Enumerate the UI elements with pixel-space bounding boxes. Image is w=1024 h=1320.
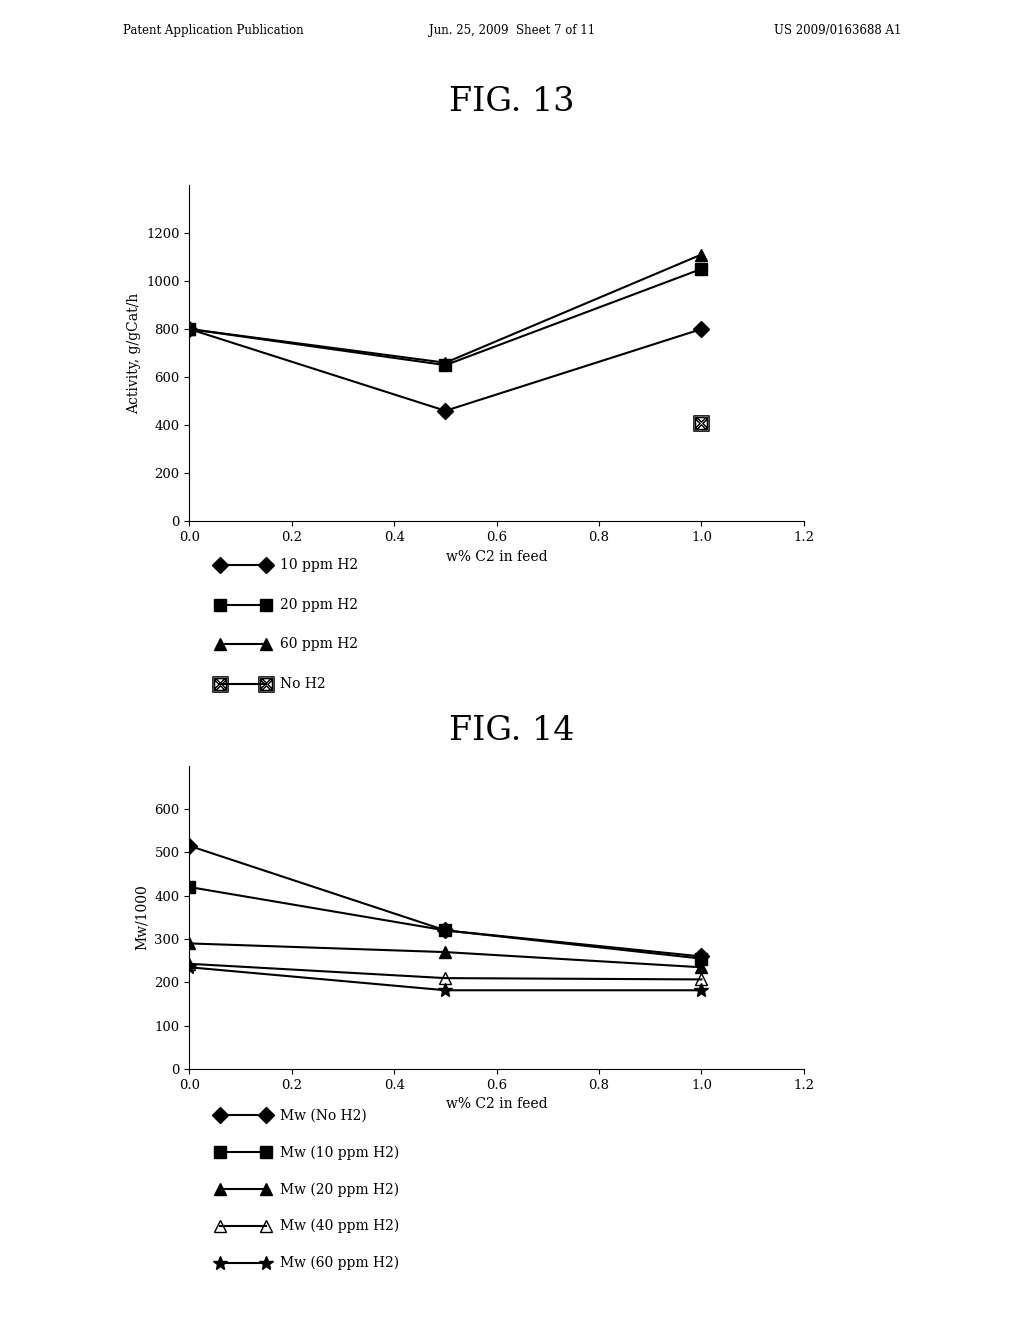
Mw (10 ppm H2) <box>695 950 708 966</box>
Line: 60 ppm H2: 60 ppm H2 <box>183 248 708 370</box>
Line: 10 ppm H2: 10 ppm H2 <box>184 323 707 416</box>
Text: Mw (10 ppm H2): Mw (10 ppm H2) <box>280 1146 398 1159</box>
Mw (10 ppm H2) <box>439 923 452 939</box>
Text: FIG. 13: FIG. 13 <box>450 86 574 117</box>
Mw (No H2) <box>439 923 452 939</box>
10 ppm H2 <box>439 403 452 418</box>
X-axis label: w% C2 in feed: w% C2 in feed <box>445 549 548 564</box>
Mw (20 ppm H2) <box>183 936 196 952</box>
Mw (20 ppm H2) <box>695 960 708 975</box>
Text: Patent Application Publication: Patent Application Publication <box>123 24 303 37</box>
Line: Mw (60 ppm H2): Mw (60 ppm H2) <box>182 961 709 997</box>
60 ppm H2 <box>183 321 196 337</box>
Text: No H2: No H2 <box>280 677 326 690</box>
Text: FIG. 14: FIG. 14 <box>450 715 574 747</box>
Text: Mw (No H2): Mw (No H2) <box>280 1109 367 1122</box>
Y-axis label: Mw/1000: Mw/1000 <box>135 884 148 950</box>
Mw (40 ppm H2) <box>695 972 708 987</box>
Text: 20 ppm H2: 20 ppm H2 <box>280 598 357 611</box>
Mw (10 ppm H2) <box>183 879 196 895</box>
10 ppm H2 <box>695 321 708 337</box>
Line: Mw (10 ppm H2): Mw (10 ppm H2) <box>184 882 707 964</box>
Mw (60 ppm H2) <box>695 982 708 998</box>
60 ppm H2 <box>695 247 708 263</box>
Text: Mw (20 ppm H2): Mw (20 ppm H2) <box>280 1183 398 1196</box>
Line: Mw (40 ppm H2): Mw (40 ppm H2) <box>183 957 708 986</box>
Text: Mw (60 ppm H2): Mw (60 ppm H2) <box>280 1257 398 1270</box>
20 ppm H2 <box>439 358 452 374</box>
Line: 20 ppm H2: 20 ppm H2 <box>184 264 707 371</box>
Mw (No H2) <box>695 949 708 965</box>
Mw (20 ppm H2) <box>439 944 452 960</box>
Mw (No H2) <box>183 838 196 854</box>
Mw (60 ppm H2) <box>439 982 452 998</box>
Line: Mw (20 ppm H2): Mw (20 ppm H2) <box>183 937 708 974</box>
Text: Jun. 25, 2009  Sheet 7 of 11: Jun. 25, 2009 Sheet 7 of 11 <box>429 24 595 37</box>
Mw (60 ppm H2) <box>183 960 196 975</box>
Text: US 2009/0163688 A1: US 2009/0163688 A1 <box>774 24 901 37</box>
Y-axis label: Activity, g/gCat/h: Activity, g/gCat/h <box>127 293 140 413</box>
Line: Mw (No H2): Mw (No H2) <box>184 841 707 962</box>
Text: 10 ppm H2: 10 ppm H2 <box>280 558 357 572</box>
X-axis label: w% C2 in feed: w% C2 in feed <box>445 1097 548 1111</box>
10 ppm H2 <box>183 321 196 337</box>
Text: Mw (40 ppm H2): Mw (40 ppm H2) <box>280 1220 398 1233</box>
Mw (40 ppm H2) <box>439 970 452 986</box>
60 ppm H2 <box>439 355 452 371</box>
20 ppm H2 <box>183 321 196 337</box>
Mw (40 ppm H2) <box>183 956 196 972</box>
20 ppm H2 <box>695 261 708 277</box>
Text: 60 ppm H2: 60 ppm H2 <box>280 638 357 651</box>
